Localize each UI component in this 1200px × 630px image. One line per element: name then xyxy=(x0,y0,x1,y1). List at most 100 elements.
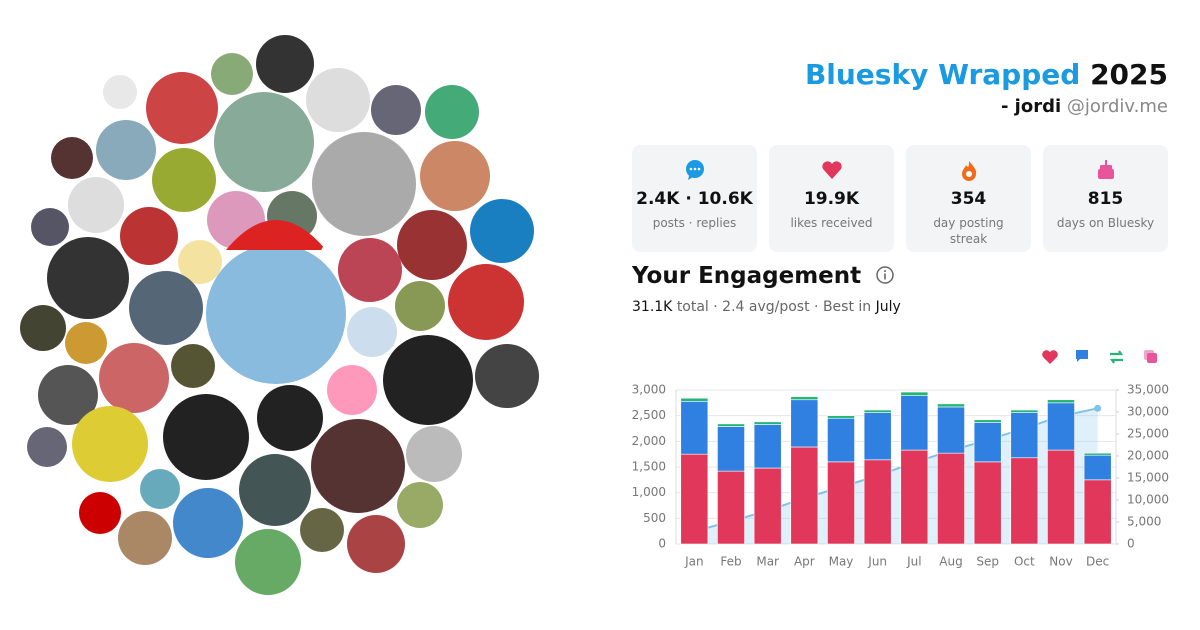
x-tick-label: Jun xyxy=(867,555,887,569)
bar-segment xyxy=(863,409,892,413)
legend-icon[interactable] xyxy=(1042,350,1058,364)
info-icon[interactable] xyxy=(875,265,895,285)
bar-segment xyxy=(717,423,745,427)
bar-segment xyxy=(1047,449,1075,545)
stat-label: posts · replies xyxy=(652,216,737,230)
y2-tick-label: 5,000 xyxy=(1127,515,1161,529)
icon xyxy=(961,161,976,181)
header-title: Bluesky Wrapped 2025 xyxy=(805,58,1168,91)
y-tick-label: 1,000 xyxy=(632,485,666,499)
user-name: - jordi xyxy=(1000,96,1062,117)
x-tick-label: Oct xyxy=(1014,555,1035,569)
bar-segment xyxy=(1010,412,1039,459)
bar-segment xyxy=(1010,409,1039,413)
header-user: - jordi @jordiv.me xyxy=(1001,96,1168,117)
bar-segment xyxy=(753,467,782,545)
stat-card: 19.9K likes received xyxy=(769,145,894,252)
total: 31.1K xyxy=(632,299,673,315)
x-tick-label: Mar xyxy=(756,555,779,569)
stat-value: 19.9K xyxy=(803,189,860,209)
bar-segment xyxy=(790,446,819,545)
bar-segment xyxy=(827,415,855,419)
x-tick-label: Jan xyxy=(684,555,704,569)
engagement-chart: 0 500 1,000 1,500 2,000 2,500 3,000 0 5,000 10,00… xyxy=(632,350,1169,569)
legend xyxy=(1042,350,1157,364)
stat-value: 815 xyxy=(1087,189,1124,209)
bar-segment xyxy=(827,461,855,545)
y-tick-label: 3,000 xyxy=(632,383,666,397)
y2-tick-label: 10,000 xyxy=(1127,493,1169,507)
x-tick-label: Apr xyxy=(794,555,815,569)
title: Bluesky Wrapped xyxy=(804,58,1081,91)
bar-segment xyxy=(1083,454,1112,481)
bar-segment xyxy=(1010,457,1039,545)
bar-segment xyxy=(1047,402,1075,451)
bar-segment xyxy=(753,421,782,425)
stat-card: 354 day posting streak xyxy=(906,145,1031,252)
bar-segment xyxy=(680,400,709,455)
stat-label: days on Bluesky xyxy=(1056,216,1155,230)
bar-segment xyxy=(717,470,745,545)
y2-tick-label: 15,000 xyxy=(1127,471,1169,485)
bar-segment xyxy=(863,412,892,461)
bar-segment xyxy=(900,395,929,451)
bar-segment xyxy=(680,453,709,545)
bar-segment xyxy=(863,459,892,545)
y-tick-label: 0 xyxy=(658,537,666,551)
stat-label: day posting streak xyxy=(933,216,1004,246)
user-handle: @jordiv.me xyxy=(1066,96,1168,117)
legend-icon[interactable] xyxy=(1109,350,1124,364)
y-tick-label: 2,000 xyxy=(632,434,666,448)
bar-segment xyxy=(1083,479,1112,545)
icon xyxy=(685,160,704,180)
y2-tick-label: 20,000 xyxy=(1127,449,1169,463)
bar-segment xyxy=(937,406,965,454)
bar-segment xyxy=(900,449,929,545)
y2-tick-label: 0 xyxy=(1127,537,1135,551)
bar-segment xyxy=(827,417,855,463)
year: 2025 xyxy=(1090,58,1168,91)
bar-segment xyxy=(973,419,1002,423)
bar-segment xyxy=(1047,399,1075,404)
stat-card: 2.4K · 10.6K posts · replies xyxy=(632,145,757,252)
avatars xyxy=(20,35,539,595)
bar-segment xyxy=(717,426,745,472)
x-tick-label: Dec xyxy=(1086,555,1109,569)
x-tick-label: May xyxy=(829,555,854,569)
bar-segment xyxy=(680,397,709,402)
icon xyxy=(821,161,842,179)
bar-segment xyxy=(753,424,782,469)
y2-tick-label: 30,000 xyxy=(1127,405,1169,419)
legend-icon[interactable] xyxy=(1076,350,1088,362)
bar-segment xyxy=(973,422,1002,463)
y2-tick-label: 25,000 xyxy=(1127,427,1169,441)
stat-value: 354 xyxy=(950,189,987,209)
engagement-summary: 31.1K total · 2.4 avg/post · Best in Jul… xyxy=(632,299,901,315)
y-tick-label: 500 xyxy=(643,511,666,525)
x-tick-label: Jul xyxy=(906,555,921,569)
line-end-dot xyxy=(1094,404,1102,412)
bar-segment xyxy=(900,391,929,396)
icon xyxy=(1097,160,1114,179)
bar-segment xyxy=(937,403,965,408)
x-tick-label: Sep xyxy=(976,555,999,569)
section-title: Your Engagement xyxy=(632,263,895,289)
x-tick-label: Aug xyxy=(939,555,962,569)
bar-segment xyxy=(937,452,965,545)
bar-segment xyxy=(1083,452,1112,456)
legend-icon[interactable] xyxy=(1147,353,1157,363)
bar-segment xyxy=(790,399,819,448)
stat-label: likes received xyxy=(790,216,873,230)
bar-segment xyxy=(790,396,819,401)
y-tick-label: 1,500 xyxy=(632,460,666,474)
summary: total · 2.4 avg/post · Best in xyxy=(676,299,872,315)
y-tick-label: 2,500 xyxy=(632,408,666,422)
x-tick-label: Feb xyxy=(720,555,741,569)
stat-card: 815 days on Bluesky xyxy=(1043,145,1168,252)
y2-tick-label: 35,000 xyxy=(1127,383,1169,397)
bar-segment xyxy=(973,461,1002,545)
avatar-cloud xyxy=(20,35,539,595)
engagement-title: Your Engagement xyxy=(632,263,862,289)
stat-value: 2.4K · 10.6K xyxy=(636,189,753,209)
